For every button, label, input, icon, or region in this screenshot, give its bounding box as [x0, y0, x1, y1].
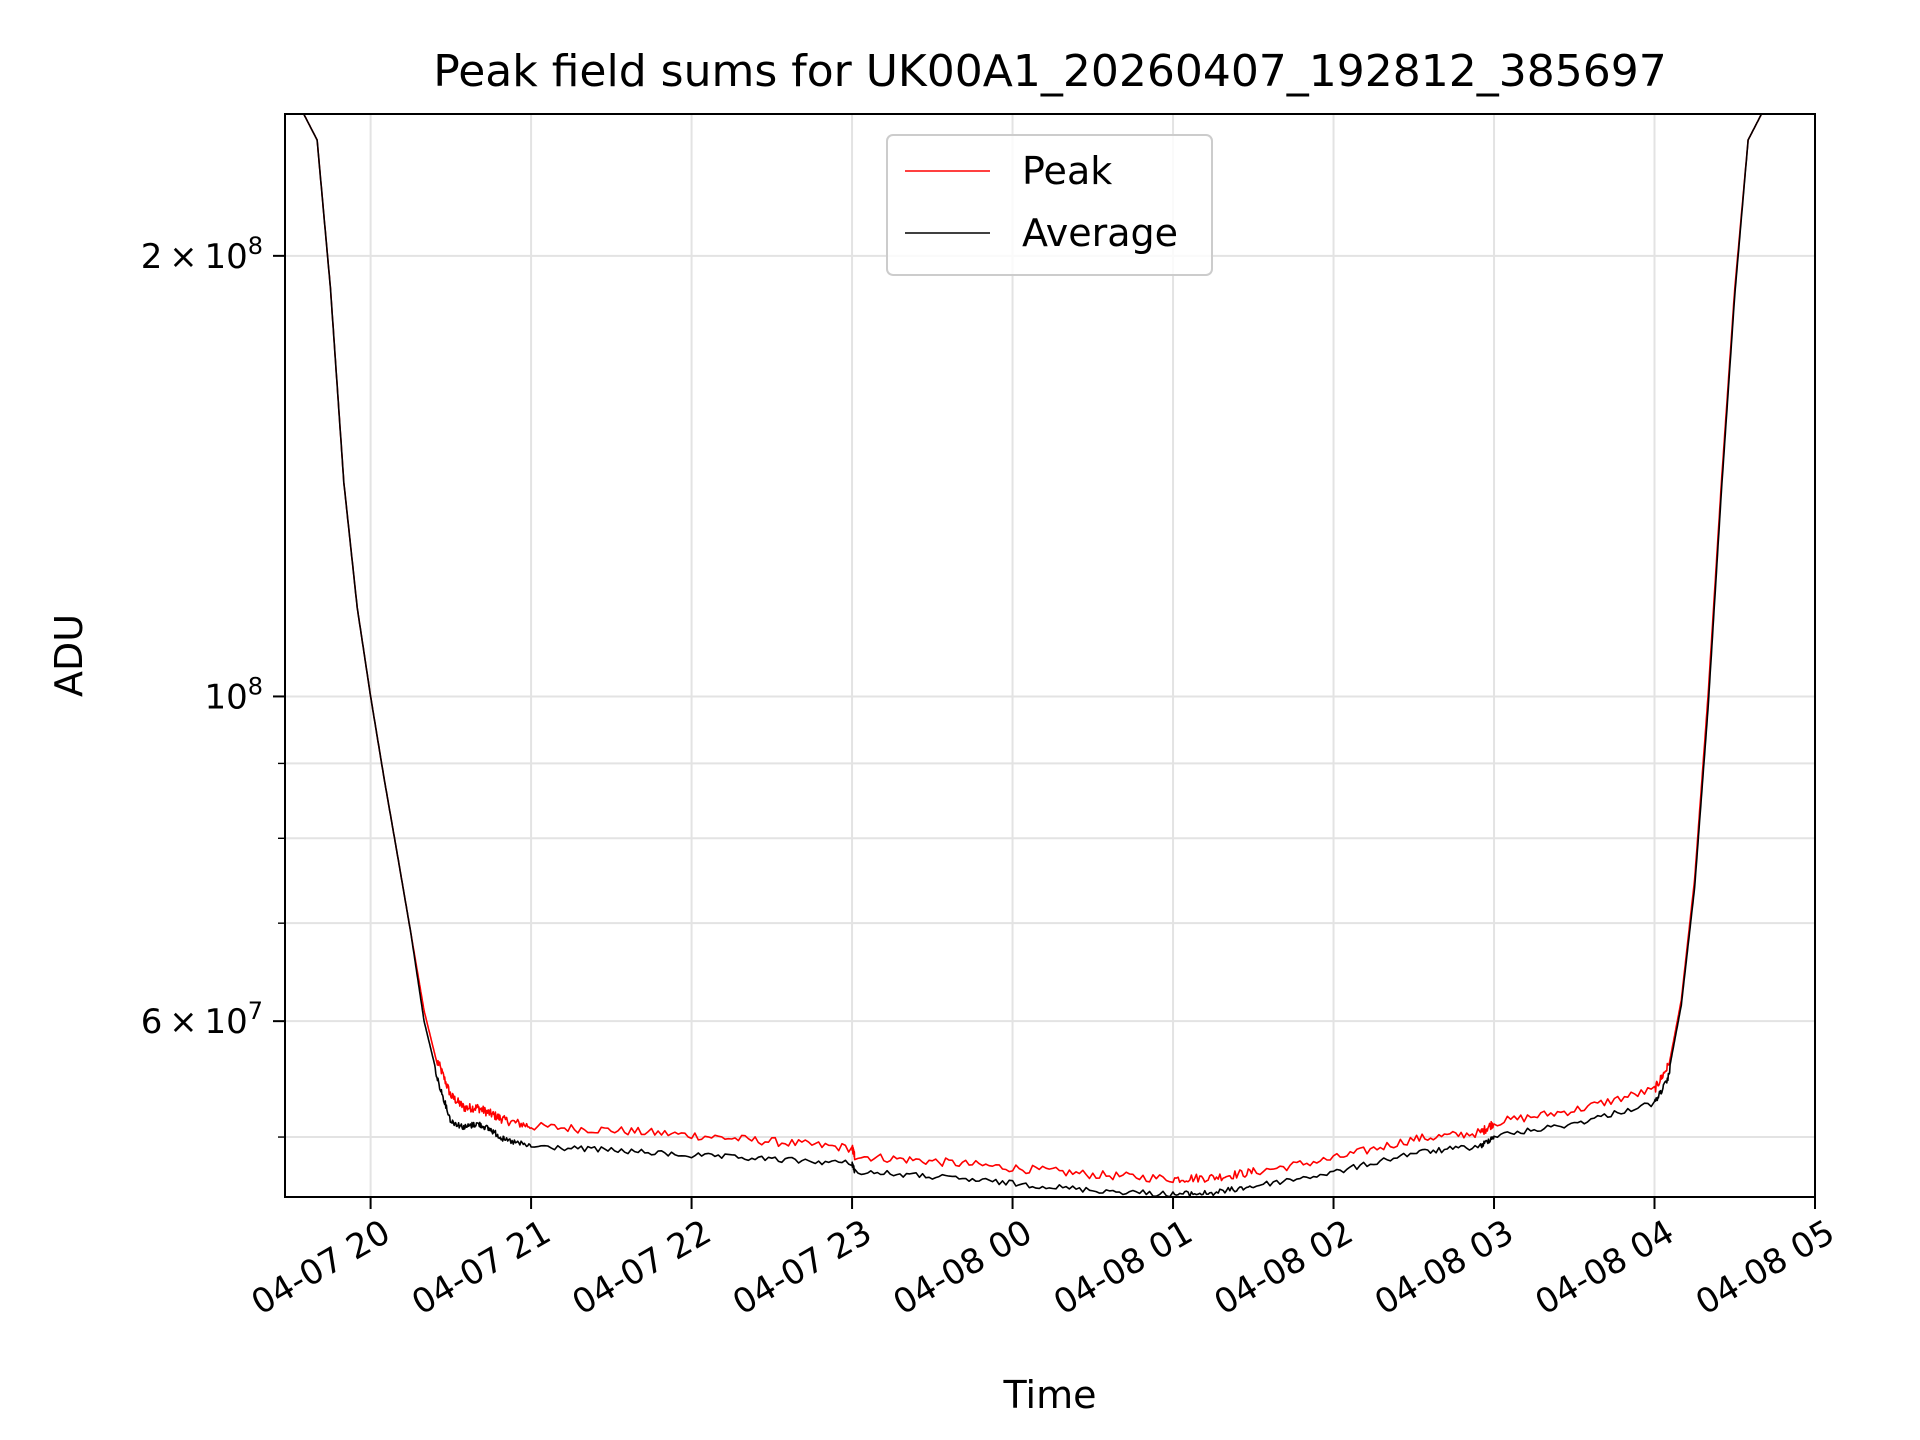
y-tick-label: 2 × 108 [141, 232, 263, 277]
legend: Peak Average [886, 134, 1213, 276]
axis-ticks: 04-07 20 04-07 21 04-07 22 04-07 23 04-08 00… [141, 232, 1842, 1323]
series-layer [284, 113, 1815, 1198]
x-tick-label: 04-07 20 [245, 1212, 397, 1323]
legend-box [886, 134, 1213, 276]
x-tick-label: 04-07 22 [566, 1212, 718, 1323]
grid [285, 114, 1816, 1197]
x-tick-label: 04-08 01 [1047, 1212, 1199, 1323]
y-tick-label: 6 × 107 [141, 997, 263, 1042]
x-tick-label: 04-07 23 [726, 1212, 878, 1323]
legend-label-peak: Peak [1022, 149, 1112, 193]
legend-label-average: Average [1022, 211, 1178, 255]
x-tick-label: 04-08 02 [1208, 1212, 1360, 1323]
x-tick-label: 04-08 00 [887, 1212, 1039, 1323]
x-tick-label: 04-08 03 [1368, 1212, 1520, 1323]
y-axis-label: ADU [47, 614, 91, 697]
x-tick-label: 04-07 21 [405, 1212, 557, 1323]
y-tick-label: 108 [204, 672, 263, 717]
x-tick-label: 04-08 04 [1529, 1212, 1681, 1323]
plot-frame [284, 113, 1816, 1198]
chart-title: Peak field sums for UK00A1_20260407_1928… [433, 46, 1666, 97]
x-tick-label: 04-08 05 [1689, 1212, 1841, 1323]
series-line-average [284, 113, 1815, 1198]
x-axis-label: Time [1003, 1373, 1097, 1417]
